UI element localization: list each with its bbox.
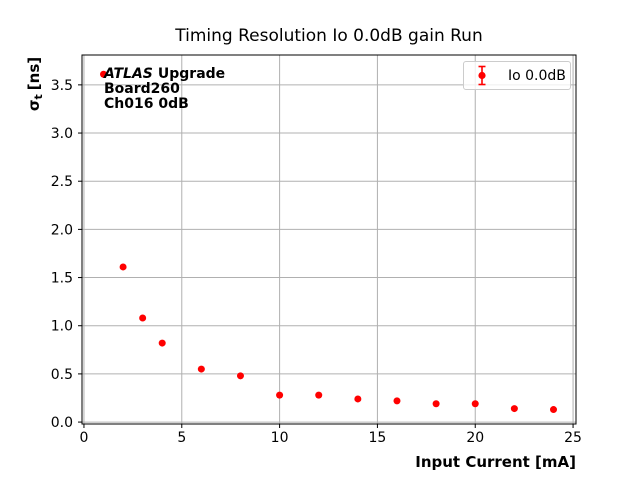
y-tick-label: 0.0 (51, 415, 73, 431)
x-tick-label: 0 (79, 430, 88, 446)
y-tick-label: 2.5 (51, 174, 73, 190)
y-tick-label: 0.5 (51, 367, 73, 383)
data-point (432, 400, 440, 408)
y-tick-label: 1.5 (51, 271, 73, 287)
y-tick-label: 1.0 (51, 319, 73, 335)
data-point (510, 405, 518, 413)
y-axis-label-symbol: σ (25, 99, 43, 112)
data-point (471, 400, 479, 408)
annotation-experiment: ATLAS (104, 66, 153, 82)
x-tick-label: 15 (369, 430, 387, 446)
legend-entry-label: Io 0.0dB (508, 67, 566, 84)
y-tick-label: 2.0 (51, 222, 73, 238)
plot-annotation: ATLAS Upgrade Board260 Ch016 0dB (104, 67, 225, 112)
y-tick-label: 3.5 (51, 78, 73, 94)
data-point (100, 70, 108, 78)
legend-box: Io 0.0dB (463, 61, 571, 90)
annotation-line-2: Board260 (104, 81, 180, 97)
y-axis-label: σt [ns] (24, 44, 45, 124)
y-tick-label: 3.0 (51, 126, 73, 142)
x-axis-label: Input Current [mA] (415, 453, 576, 471)
x-tick-label: 20 (466, 430, 484, 446)
annotation-upgrade: Upgrade (157, 66, 226, 82)
legend-errorbar-marker-icon (478, 65, 486, 86)
data-point (197, 365, 205, 373)
data-point (236, 372, 244, 380)
data-point (315, 391, 323, 399)
y-axis-label-unit: [ns] (25, 56, 43, 91)
data-point (139, 314, 147, 322)
x-tick-label: 10 (271, 430, 289, 446)
chart-title: Timing Resolution Io 0.0dB gain Run (175, 26, 483, 46)
annotation-line-1: ATLAS Upgrade (104, 67, 225, 82)
plot-border (81, 54, 577, 425)
data-point (550, 406, 558, 414)
y-axis-label-subscript: t (32, 94, 45, 100)
data-point (119, 263, 127, 271)
data-point (393, 397, 401, 405)
data-point (276, 391, 284, 399)
x-tick-label: 5 (177, 430, 186, 446)
x-tick-label: 25 (564, 430, 582, 446)
data-point (158, 339, 166, 347)
annotation-line-3: Ch016 0dB (104, 96, 189, 112)
data-point (354, 395, 362, 403)
